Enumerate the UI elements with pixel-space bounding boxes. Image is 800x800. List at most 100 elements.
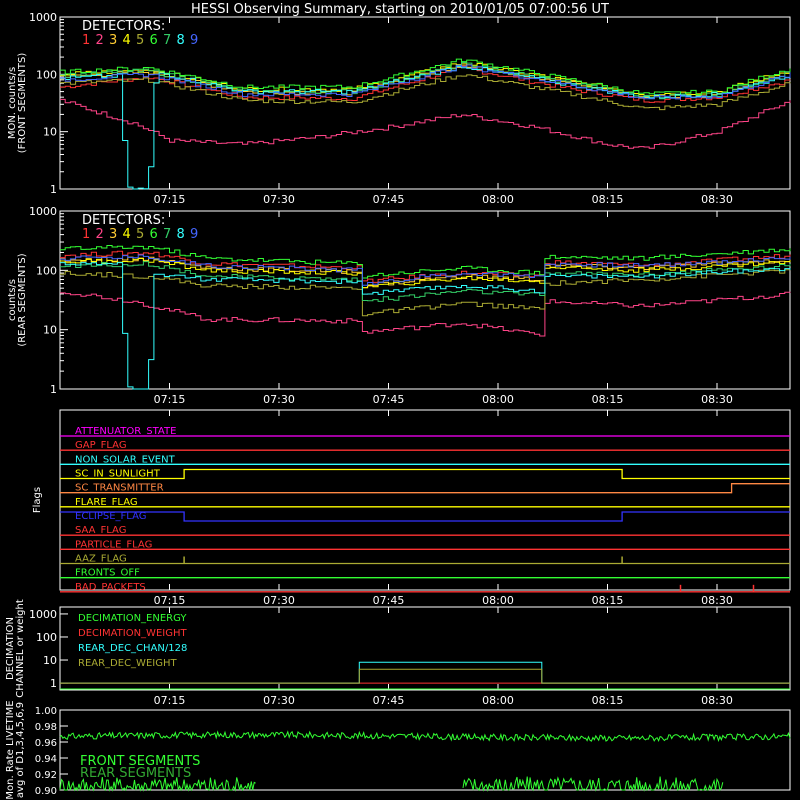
x-tick-label: 08:15 [592, 393, 624, 406]
legend-label-8: 8 [177, 227, 185, 242]
legend-label-4: 4 [123, 33, 131, 48]
y-tick-label: 100 [36, 68, 57, 81]
series-front-det-6 [60, 58, 791, 96]
livetime-panel: 0.90 0.92 0.94 0.96 0.98 1.00 Mon. Rate LIVETI… [5, 700, 791, 800]
y-tick-label: 1.00 [35, 706, 57, 717]
legend-label-7: 7 [163, 33, 171, 48]
legend-label-2: 2 [96, 227, 104, 242]
decimation-frame [59, 606, 791, 691]
y-axis-label: Mon. Rate LIVETIME [5, 700, 16, 799]
y-tick-label: 10 [43, 126, 57, 139]
flag-label-particle_flag: PARTICLE_FLAG [75, 539, 152, 550]
flag-label-saa_flag: SAA_FLAG [75, 525, 126, 536]
flag-label-bad_packets: BAD_PACKETS [75, 582, 146, 593]
y-tick-label: 100 [36, 631, 57, 644]
y-axis-label: (FRONT SEGMENTS) [17, 53, 28, 154]
legend-label-1: 1 [82, 33, 90, 48]
figure-title: HESSI Observing Summary, starting on 201… [191, 2, 609, 17]
legend-label-3: 3 [109, 33, 117, 48]
series-rear-det-7 [60, 261, 791, 302]
y-tick-label: 0.96 [35, 738, 57, 749]
flag-label-fronts_off: FRONTS_OFF [75, 568, 140, 579]
flag-trace-sc_transmitter [60, 483, 790, 494]
y-tick-label: 10 [43, 654, 57, 667]
flag-trace-sc_in_sunlight [60, 468, 790, 480]
flag-label-attenuator_state: ATTENUATOR_STATE [75, 426, 176, 437]
x-tick-label: 08:00 [482, 393, 514, 406]
series-rear-det-5 [60, 268, 791, 317]
x-tick-label: 07:30 [263, 694, 295, 707]
decimation-legend-3: REAR_DEC_WEIGHT [78, 658, 177, 669]
livetime-legend-0: FRONT SEGMENTS [80, 754, 200, 769]
flag-label-non_solar_event: NON_SOLAR_EVENT [75, 454, 176, 465]
livetime-series-1 [59, 776, 724, 792]
flag-label-flare_flag: FLARE_FLAG [75, 497, 138, 508]
livetime-series-0 [59, 730, 791, 743]
y-tick-label: 0.94 [35, 754, 57, 765]
flags-frame [59, 409, 791, 591]
y-tick-label: 1000 [29, 205, 57, 218]
y-axis-label: counts/s [7, 279, 18, 321]
y-axis-label: CHANNEL or weight [15, 599, 26, 698]
flag-label-sc_transmitter: SC_TRANSMITTER [75, 483, 164, 494]
y-axis-label: avg of D1,3,4,5,6,9 [15, 702, 26, 798]
x-tick-label: 08:30 [701, 193, 733, 206]
y-axis-label: DECIMATION [5, 617, 16, 680]
x-tick-label: 08:30 [701, 594, 733, 607]
legend-label-8: 8 [177, 33, 185, 48]
decimation-legend-1: DECIMATION_WEIGHT [78, 628, 187, 639]
x-tick-label: 07:45 [373, 694, 405, 707]
x-tick-label: 08:00 [482, 193, 514, 206]
x-tick-label: 07:45 [373, 594, 405, 607]
x-tick-label: 07:15 [154, 393, 186, 406]
series-rear-det-6 [60, 245, 791, 279]
series-rear-det-8 [60, 262, 791, 390]
legend-label-3: 3 [109, 227, 117, 242]
y-tick-label: 1 [50, 383, 57, 396]
x-tick-label: 08:30 [701, 694, 733, 707]
decimation-series-3 [60, 668, 790, 684]
x-tick-label: 08:30 [701, 393, 733, 406]
y-tick-label: 100 [36, 264, 57, 277]
y-tick-label: 10 [43, 324, 57, 337]
legend-label-7: 7 [163, 227, 171, 242]
legend-title: DETECTORS: [82, 19, 165, 34]
legend-label-5: 5 [136, 33, 144, 48]
x-tick-label: 07:15 [154, 594, 186, 607]
legend-title: DETECTORS: [82, 213, 165, 228]
decimation-legend-0: DECIMATION_ENERGY [78, 613, 187, 624]
x-tick-label: 08:00 [482, 594, 514, 607]
series-front-det-9 [60, 64, 791, 100]
series-rear-det-2 [60, 291, 791, 337]
y-tick-label: 0.92 [35, 770, 57, 781]
rear-frame [59, 210, 791, 390]
x-tick-label: 08:00 [482, 694, 514, 707]
front-frame [59, 16, 791, 190]
legend-label-1: 1 [82, 227, 90, 242]
y-tick-label: 1000 [29, 608, 57, 621]
x-tick-label: 08:15 [592, 694, 624, 707]
legend-label-5: 5 [136, 227, 144, 242]
legend-label-2: 2 [96, 33, 104, 48]
legend-label-9: 9 [190, 227, 198, 242]
rear-panel: 07:15 07:30 07:45 08:00 08:15 08:30 1 10 100 1000… [7, 205, 791, 406]
x-tick-label: 07:15 [154, 694, 186, 707]
flag-label-eclipse_flag: ECLIPSE_FLAG [75, 511, 146, 522]
x-tick-label: 08:15 [592, 594, 624, 607]
y-tick-label: 0.98 [35, 722, 57, 733]
x-tick-label: 07:45 [373, 193, 405, 206]
y-axis-label: MON. counts/s [7, 67, 18, 139]
series-front-det-2 [60, 98, 791, 149]
flag-label-aaz_flag: AAZ_FLAG [75, 554, 127, 565]
y-tick-label: 1 [50, 677, 57, 690]
y-tick-label: 0.90 [35, 786, 57, 797]
decimation-legend-2: REAR_DEC_CHAN/128 [78, 643, 187, 654]
legend-label-4: 4 [123, 227, 131, 242]
series-front-det-5 [60, 74, 791, 111]
legend-label-9: 9 [190, 33, 198, 48]
x-tick-label: 08:15 [592, 193, 624, 206]
y-tick-label: 1000 [29, 11, 57, 24]
flag-label-sc_in_sunlight: SC_IN_SUNLIGHT [75, 469, 161, 480]
x-tick-label: 07:15 [154, 193, 186, 206]
